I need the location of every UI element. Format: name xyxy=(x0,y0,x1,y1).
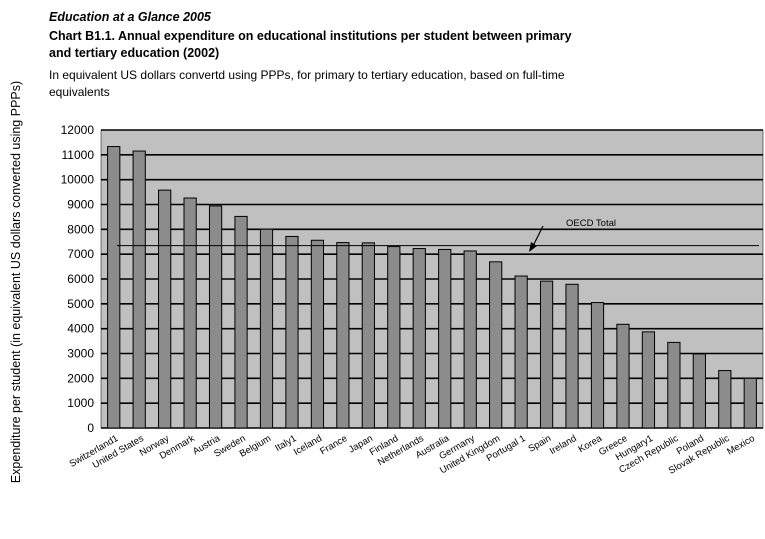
bar xyxy=(208,205,223,429)
bar xyxy=(234,215,248,429)
y-tick-label: 10000 xyxy=(61,173,95,187)
bar xyxy=(539,280,554,429)
bar xyxy=(107,146,121,429)
y-tick-label: 6000 xyxy=(67,272,94,286)
y-tick-label: 8000 xyxy=(67,222,94,236)
bar xyxy=(718,370,732,429)
chart-subtitle-line-2: equivalents xyxy=(49,85,110,99)
y-axis-label: Expenditure per student (in equivalent U… xyxy=(9,81,23,483)
bar xyxy=(667,341,681,429)
chart-title-line-1: Chart B1.1. Annual expenditure on educat… xyxy=(49,29,572,43)
bar xyxy=(463,250,477,429)
y-tick-labels: 0 1000 2000 3000 4000 5000 6000 7000 8000 9000 100… xyxy=(61,123,95,435)
y-tick-label: 4000 xyxy=(67,322,94,336)
bar xyxy=(590,302,605,429)
bar xyxy=(692,353,706,429)
x-category-label: Mexico xyxy=(725,433,757,458)
bar xyxy=(743,377,757,429)
chart-subtitle-line-1: In equivalent US dollars convertd using … xyxy=(49,68,565,82)
bar xyxy=(641,331,656,429)
bar xyxy=(412,248,426,429)
bar xyxy=(361,242,375,429)
bar xyxy=(489,261,503,429)
bar xyxy=(514,275,528,429)
bars xyxy=(107,146,757,429)
bar xyxy=(438,248,452,429)
bar xyxy=(310,239,325,429)
bar xyxy=(259,228,274,429)
y-tick-label: 3000 xyxy=(67,347,94,361)
x-category-label: France xyxy=(318,433,349,457)
y-tick-label: 2000 xyxy=(67,371,94,385)
bar xyxy=(616,323,630,429)
bar xyxy=(336,242,350,429)
y-tick-label: 1000 xyxy=(67,396,94,410)
oecd-total-label: OECD Total xyxy=(566,218,616,229)
chart-supertitle: Education at a Glance 2005 xyxy=(49,10,212,24)
bar xyxy=(285,235,299,429)
bar xyxy=(387,246,401,429)
bar xyxy=(158,189,172,429)
bar xyxy=(132,150,146,429)
bar xyxy=(565,283,579,429)
x-category-label: Iceland xyxy=(292,433,324,458)
chart-title-line-2: and tertiary education (2002) xyxy=(49,46,219,60)
y-tick-label: 12000 xyxy=(61,123,95,137)
oecd-total-reference: OECD Total xyxy=(117,218,759,252)
y-tick-label: 9000 xyxy=(67,198,94,212)
annotation-arrow-head xyxy=(529,242,537,252)
y-tick-label: 0 xyxy=(87,421,94,435)
y-tick-label: 5000 xyxy=(67,297,94,311)
y-tick-label: 11000 xyxy=(62,148,95,162)
bar xyxy=(183,197,197,429)
x-category-label: Ireland xyxy=(548,433,579,457)
y-tick-label: 7000 xyxy=(67,247,94,261)
